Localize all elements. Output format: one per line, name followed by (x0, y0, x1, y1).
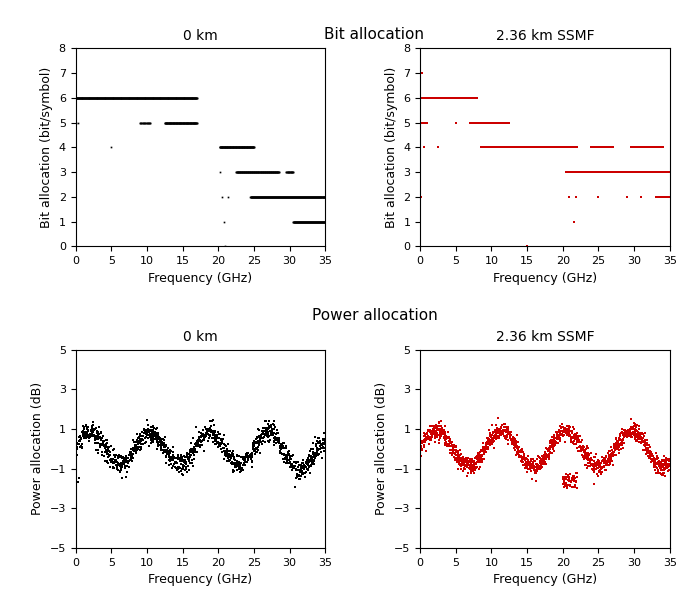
Title: 0 km: 0 km (183, 330, 218, 344)
Y-axis label: Bit allocation (bit/symbol): Bit allocation (bit/symbol) (40, 67, 53, 228)
Title: 2.36 km SSMF: 2.36 km SSMF (495, 29, 594, 43)
Title: 0 km: 0 km (183, 29, 218, 43)
Title: 2.36 km SSMF: 2.36 km SSMF (495, 330, 594, 344)
X-axis label: Frequency (GHz): Frequency (GHz) (148, 272, 253, 285)
Text: Power allocation: Power allocation (311, 308, 438, 323)
X-axis label: Frequency (GHz): Frequency (GHz) (148, 573, 253, 586)
Text: Bit allocation: Bit allocation (324, 27, 425, 42)
X-axis label: Frequency (GHz): Frequency (GHz) (493, 573, 597, 586)
Y-axis label: Bit allocation (bit/symbol): Bit allocation (bit/symbol) (385, 67, 398, 228)
Y-axis label: Power allocation (dB): Power allocation (dB) (31, 382, 44, 515)
Y-axis label: Power allocation (dB): Power allocation (dB) (376, 382, 388, 515)
X-axis label: Frequency (GHz): Frequency (GHz) (493, 272, 597, 285)
